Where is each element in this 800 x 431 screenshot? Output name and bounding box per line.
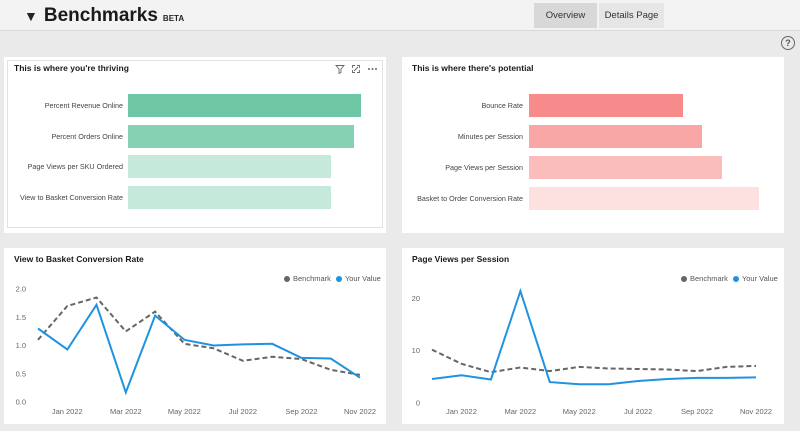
bar-label: Minutes per Session [457,132,523,141]
bar[interactable] [529,187,759,210]
y-tick-label: 0.0 [16,398,26,407]
y-tick-label: 20 [412,294,420,303]
legend-your-value-label: Your Value [344,274,381,283]
bar[interactable] [128,125,354,148]
page-title: Benchmarks [43,5,158,26]
bar[interactable] [128,155,331,178]
your-value-series-line[interactable] [37,302,361,396]
x-tick-label: Jul 2022 [624,407,652,416]
focus-mode-icon[interactable] [351,64,361,74]
tab-overview[interactable]: Overview [534,3,597,28]
legend-benchmark-label: Benchmark [293,274,331,283]
view-basket-line-chart: 0.0 0.5 1.0 1.5 2.0 Jan 2022 Mar 2022 May 2022 J… [16,285,376,417]
tab-details-page[interactable]: Details Page [599,3,664,28]
page-views-legend: Benchmark Your Value [681,274,778,283]
filter-icon[interactable] [335,64,345,74]
benchmark-series-line[interactable] [431,348,757,374]
x-tick-label: Jul 2022 [229,407,257,416]
more-options-icon[interactable] [367,64,378,74]
bar-label: Page Views per SKU Ordered [27,162,123,171]
x-tick-label: Sep 2022 [681,407,713,416]
x-tick-label: Nov 2022 [344,407,376,416]
potential-card: This is where there's potential Bounce R… [402,57,784,233]
legend-your-value-marker [335,275,342,282]
x-tick-label: Mar 2022 [110,407,142,416]
beta-badge: BETA [162,14,185,23]
bar-label: View to Basket Conversion Rate [20,193,123,202]
y-tick-label: 10 [412,346,420,355]
bar[interactable] [128,94,361,117]
x-tick-label: May 2022 [563,407,596,416]
bar-label: Basket to Order Conversion Rate [417,194,523,203]
collapse-caret-icon[interactable]: ▼ [24,8,38,24]
y-tick-label: 2.0 [16,285,26,294]
page-views-card: Page Views per Session Benchmark Your Va… [402,248,784,424]
help-icon[interactable]: ? [781,36,795,50]
page-title-group: ▼ Benchmarks BETA [24,5,184,27]
y-tick-label: 1.5 [16,313,26,322]
visual-header-icons [335,64,378,74]
report-header: ▼ Benchmarks BETA Overview Details Page [0,0,800,31]
legend-benchmark-marker [681,275,687,282]
x-tick-label: Jan 2022 [446,407,477,416]
bar[interactable] [529,125,702,148]
page-views-line-chart: 0 10 20 Jan 2022 Mar 2022 May 2022 Jul 2022 Sep… [412,287,772,416]
x-tick-label: Nov 2022 [740,407,772,416]
benchmark-series-line[interactable] [37,296,361,376]
x-tick-label: Mar 2022 [505,407,537,416]
legend-your-value-marker [732,275,739,282]
legend-benchmark-marker [284,275,290,282]
y-tick-label: 0 [416,399,420,408]
legend-benchmark-label: Benchmark [690,274,728,283]
x-tick-label: May 2022 [168,407,201,416]
x-tick-label: Sep 2022 [285,407,317,416]
view-basket-title: View to Basket Conversion Rate [14,254,144,264]
view-basket-card: View to Basket Conversion Rate Benchmark… [4,248,386,424]
bar[interactable] [128,186,331,209]
potential-title: This is where there's potential [412,63,534,73]
your-value-series-line[interactable] [431,287,757,386]
thriving-title: This is where you're thriving [14,63,129,73]
x-tick-label: Jan 2022 [52,407,83,416]
y-tick-label: 0.5 [16,369,26,378]
bar[interactable] [529,94,684,117]
bar-label: Page Views per Session [445,163,523,172]
bar[interactable] [529,156,723,179]
bar-label: Bounce Rate [481,101,523,110]
view-basket-legend: Benchmark Your Value [284,274,381,283]
legend-your-value-label: Your Value [741,274,778,283]
y-tick-label: 1.0 [16,341,26,350]
bar-label: Percent Orders Online [51,132,123,141]
bar-label: Percent Revenue Online [44,101,123,110]
thriving-card: This is where you're thriving Percent Re… [4,57,386,233]
page-views-title: Page Views per Session [412,254,510,264]
thriving-visual-frame [7,60,383,228]
